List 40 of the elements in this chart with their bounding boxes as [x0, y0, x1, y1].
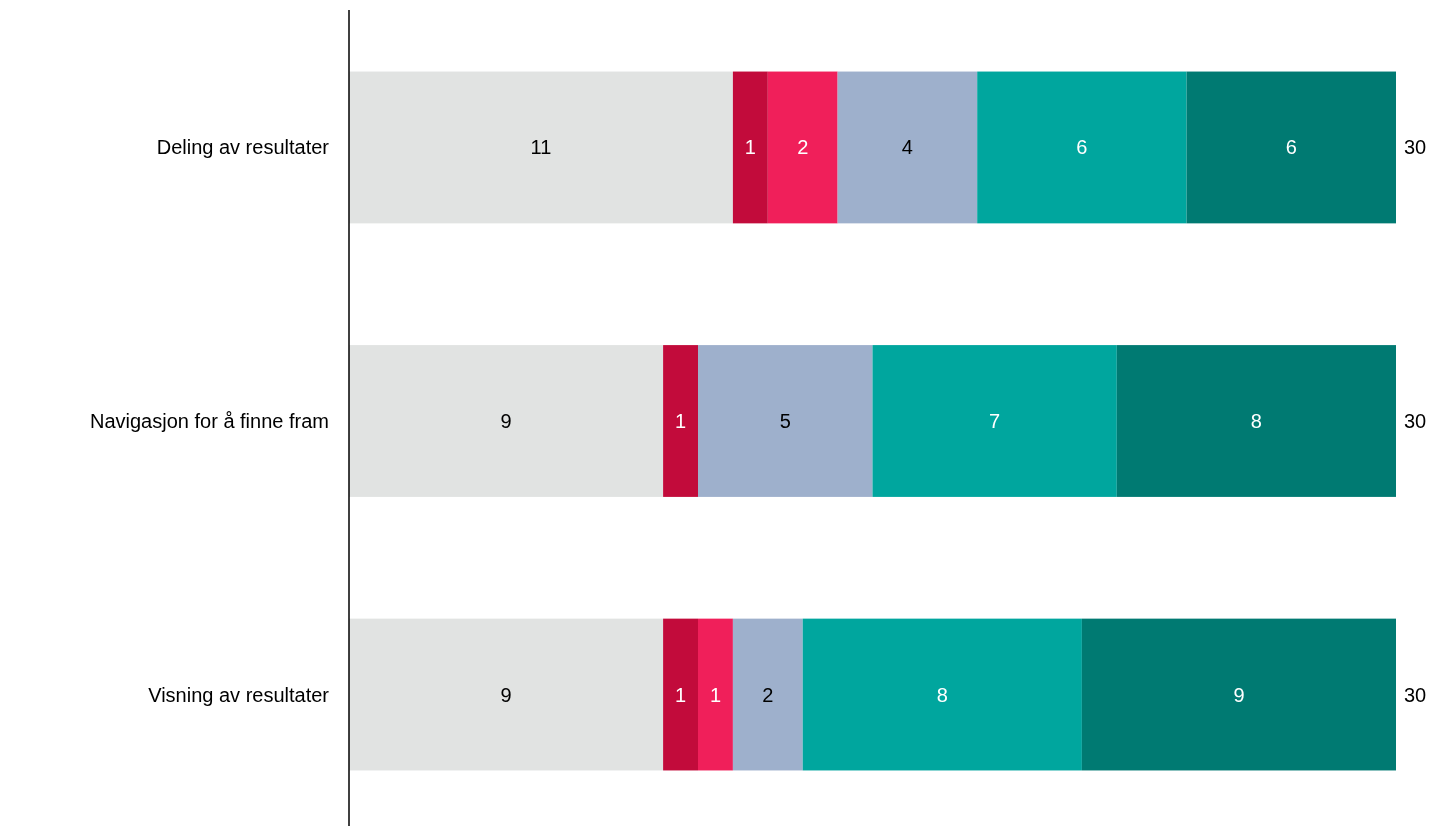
data-label: 6 [1285, 136, 1297, 159]
y-tick-label: Navigasjon for å finne fram [89, 410, 329, 432]
data-label: 1 [744, 136, 756, 159]
total-label: 30 [1404, 410, 1427, 432]
data-label: 9 [500, 410, 512, 432]
bar [698, 345, 873, 497]
data-label: 9 [500, 683, 512, 706]
bar [349, 618, 664, 771]
bar [349, 71, 733, 224]
bar [977, 71, 1187, 224]
data-label: 7 [989, 410, 1001, 432]
data-label: 6 [1076, 136, 1088, 159]
y-tick-label: Visning av resultater [148, 683, 330, 706]
data-label: 11 [530, 136, 552, 159]
bar [732, 618, 803, 771]
y-tick-label: Deling av resultater [156, 136, 330, 159]
bar [349, 345, 664, 497]
data-label: 2 [762, 683, 774, 706]
data-label: 2 [797, 136, 809, 159]
data-label: 5 [779, 410, 791, 432]
data-label: 8 [1250, 410, 1262, 432]
data-label: 1 [674, 410, 687, 432]
data-label: 9 [1233, 683, 1245, 706]
data-label: 1 [709, 683, 722, 706]
bar [872, 345, 1117, 497]
data-label: 8 [936, 683, 948, 706]
bar [1081, 618, 1396, 771]
bar [802, 618, 1082, 771]
total-label: 30 [1404, 683, 1427, 706]
bar [767, 71, 838, 224]
data-label: 4 [901, 136, 913, 159]
bar [1116, 345, 1396, 497]
bar [698, 618, 733, 771]
bar [663, 345, 698, 497]
bar [663, 618, 698, 771]
bar [732, 71, 768, 224]
total-label: 30 [1404, 136, 1427, 159]
bar [1186, 71, 1396, 224]
bar [837, 71, 978, 224]
data-label: 1 [674, 683, 687, 706]
